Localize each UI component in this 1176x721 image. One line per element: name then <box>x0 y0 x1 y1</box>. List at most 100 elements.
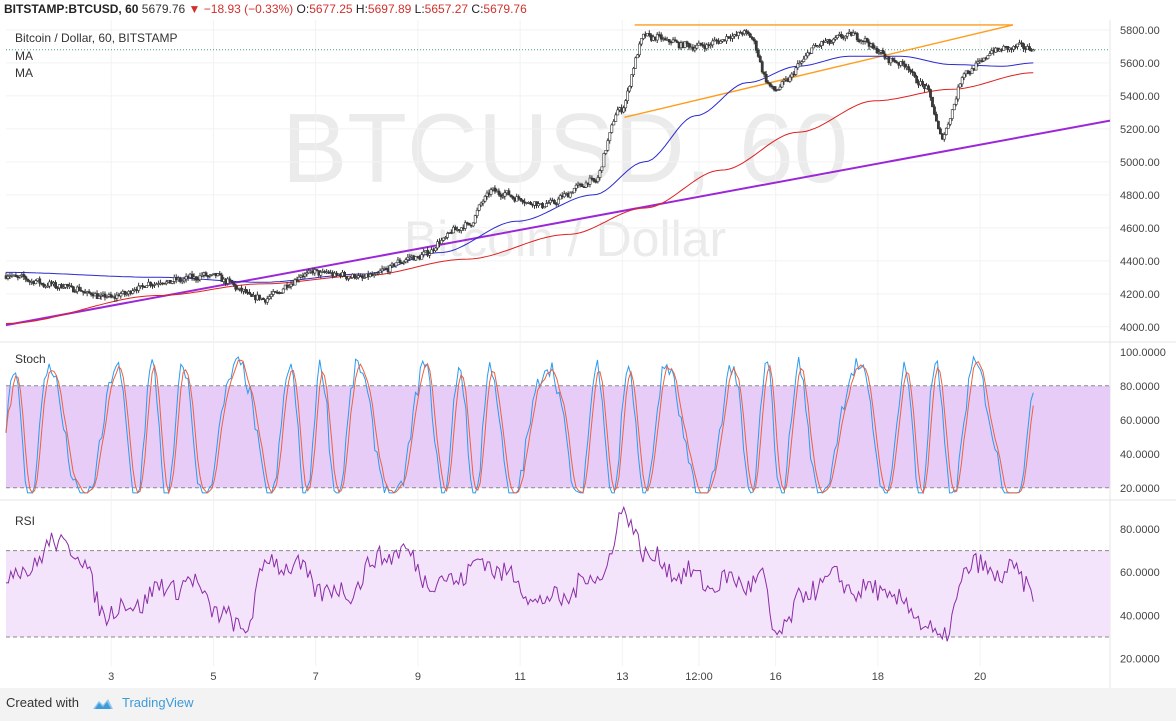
candle-body <box>81 290 85 293</box>
candle-body <box>845 33 849 37</box>
created-with-label: Created with <box>6 695 79 710</box>
candle-body <box>372 274 376 276</box>
candle-body <box>574 184 578 189</box>
candle-body <box>966 70 970 74</box>
ma-slow-legend[interactable]: MA <box>15 66 33 80</box>
candle-body <box>938 128 942 135</box>
open-value: 5677.25 <box>309 2 353 16</box>
candle-body <box>125 293 129 296</box>
candle-body <box>507 190 511 196</box>
candle-body <box>976 61 980 64</box>
candle-body <box>727 36 730 38</box>
candle-body <box>638 43 641 56</box>
candle-body <box>200 274 204 277</box>
candle-body <box>38 278 42 284</box>
tradingview-brand[interactable]: TradingView <box>122 695 194 710</box>
candle-body <box>501 196 505 198</box>
candle-body <box>1022 43 1025 49</box>
stoch-d-line <box>5 359 1034 495</box>
stoch-tick-label: 60.0000 <box>1120 415 1160 427</box>
candle-body <box>824 40 827 43</box>
candle-body <box>398 259 402 264</box>
candle-body <box>834 37 837 40</box>
x-tick-label: 9 <box>415 671 421 683</box>
candle-body <box>1012 46 1016 50</box>
candle-body <box>345 276 348 280</box>
candle-body <box>739 31 742 34</box>
candle-body <box>406 256 410 260</box>
candle-body <box>165 281 168 284</box>
candle-body <box>267 296 271 300</box>
candle-body <box>545 203 548 207</box>
candle-body <box>204 272 208 277</box>
candle-body <box>598 170 602 178</box>
candle-body <box>529 202 533 205</box>
candle-body <box>178 277 182 282</box>
candle-body <box>606 140 610 151</box>
candle-body <box>388 265 392 273</box>
candle-body <box>673 39 677 42</box>
candle-body <box>913 72 917 77</box>
candle-body <box>287 286 291 288</box>
candle-body <box>18 275 22 278</box>
candle-body <box>349 277 352 279</box>
candle-body <box>614 114 618 122</box>
candle-body <box>194 276 198 281</box>
price-chart[interactable]: BTCUSD, 60 Bitcoin / Dollar 3 5 7 9 11 13 12:0… <box>0 0 1176 688</box>
candle-body <box>353 273 356 279</box>
candle-body <box>378 270 382 274</box>
candle-body <box>626 90 630 101</box>
candle-body <box>558 195 562 200</box>
ma-fast-legend[interactable]: MA <box>15 49 33 63</box>
close-value: 5679.76 <box>483 2 527 16</box>
candle-body <box>232 282 236 286</box>
candle-body <box>929 89 932 98</box>
candle-body <box>883 53 887 59</box>
candle-body <box>503 192 507 197</box>
candle-body <box>70 285 73 288</box>
candle-body <box>46 285 50 288</box>
candle-body <box>1032 49 1035 52</box>
candle-body <box>394 262 398 267</box>
triangle-trendline <box>624 24 1014 119</box>
candle-body <box>988 53 992 56</box>
candle-body <box>624 100 628 109</box>
candle-body <box>915 76 919 84</box>
candle-body <box>628 86 632 92</box>
candle-body <box>343 271 346 277</box>
candle-body <box>580 183 584 187</box>
candle-body <box>630 74 634 87</box>
candle-body <box>756 49 760 57</box>
candle-body <box>444 237 447 239</box>
candle-body <box>145 285 149 288</box>
candle-body <box>440 240 443 244</box>
x-tick-label: 3 <box>108 671 114 683</box>
candle-body <box>89 292 93 295</box>
price-change: −18.93 (−0.33%) <box>203 2 294 16</box>
candle-body <box>806 52 810 57</box>
watermark-name: Bitcoin / Dollar <box>404 211 726 267</box>
ma-slow-line <box>5 72 1034 324</box>
candle-body <box>95 293 99 299</box>
candle-body <box>123 290 127 295</box>
candle-body <box>754 40 758 51</box>
rsi-line <box>5 505 1034 642</box>
high-value: 5697.89 <box>367 2 412 16</box>
candle-body <box>986 55 990 59</box>
candle-body <box>182 278 186 282</box>
candle-body <box>944 127 948 135</box>
candle-body <box>772 86 776 91</box>
candle-body <box>380 268 384 272</box>
candle-body <box>745 30 748 33</box>
candle-body <box>950 109 954 119</box>
symbol-header: BITSTAMP:BTCUSD, 60 5679.76 ▼ −18.93 (−0… <box>0 0 1176 18</box>
candle-body <box>632 68 635 76</box>
open-label: O: <box>296 2 310 16</box>
candle-body <box>190 273 194 279</box>
y-tick-label: 4600.00 <box>1120 223 1160 235</box>
candle-body <box>493 187 497 192</box>
candle-body <box>891 57 895 61</box>
candle-body <box>764 73 768 83</box>
candle-body <box>893 59 897 63</box>
candle-body <box>62 287 65 289</box>
